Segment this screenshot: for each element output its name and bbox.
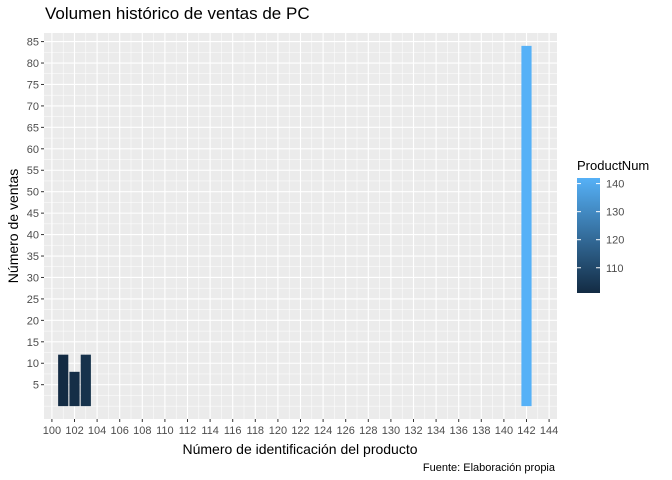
y-axis-title: Número de ventas [5,169,21,283]
y-tick-label: 45 [27,208,39,220]
x-axis: 100 102 104 106 108 110 112 114 116 118 120 122 124 1… [43,419,558,437]
x-tick-label: 130 [382,425,400,437]
bar-101 [58,354,69,407]
x-tick-label: 124 [314,425,332,437]
color-legend: ProductNum 110 120 130 140 [577,158,649,293]
x-axis-title: Número de identificación del producto [182,441,417,457]
bar-102 [69,371,80,407]
y-tick-label: 80 [27,58,39,70]
x-tick-label: 100 [43,425,61,437]
y-tick-label: 50 [27,187,39,199]
y-tick-label: 70 [27,101,39,113]
x-tick-label: 102 [65,425,83,437]
x-tick-label: 134 [427,425,445,437]
x-tick-label: 112 [179,425,197,437]
gridlines [44,33,557,419]
y-tick-label: 15 [27,337,39,349]
x-tick-label: 128 [359,425,377,437]
y-tick-label: 85 [27,37,39,49]
legend-tick-label: 120 [606,235,624,247]
y-tick-label: 5 [33,380,39,392]
legend-tick-label: 130 [606,207,624,219]
legend-ticks: 110 120 130 140 [577,179,624,275]
x-tick-label: 144 [540,425,558,437]
x-tick-label: 136 [450,425,468,437]
chart-title: Volumen histórico de ventas de PC [45,4,310,23]
y-tick-label: 35 [27,251,39,263]
x-tick-label: 122 [291,425,309,437]
y-tick-label: 75 [27,79,39,91]
x-tick-label: 140 [495,425,513,437]
legend-tick-label: 110 [606,263,624,275]
legend-tick-label: 140 [606,179,624,191]
x-tick-label: 106 [111,425,129,437]
bar-103 [80,354,91,407]
y-axis: 5 10 15 20 25 30 35 40 45 50 55 60 65 70 75 80 85 [27,37,44,392]
y-tick-label: 55 [27,165,39,177]
y-tick-label: 40 [27,230,39,242]
y-tick-label: 20 [27,315,39,327]
legend-colorbar [577,178,600,293]
legend-title: ProductNum [577,158,649,173]
y-tick-label: 10 [27,358,39,370]
bars [58,45,532,407]
x-tick-label: 126 [337,425,355,437]
caption: Fuente: Elaboración propia [423,462,556,474]
bar-142 [521,45,532,407]
x-tick-label: 138 [472,425,490,437]
x-tick-label: 132 [404,425,422,437]
x-tick-label: 108 [133,425,151,437]
x-tick-label: 120 [269,425,287,437]
x-tick-label: 114 [201,425,219,437]
y-tick-label: 30 [27,272,39,284]
y-tick-label: 25 [27,294,39,306]
x-tick-label: 118 [247,425,265,437]
x-tick-label: 142 [517,425,535,437]
x-tick-label: 116 [224,425,242,437]
x-tick-label: 110 [156,425,174,437]
x-tick-label: 104 [88,425,106,437]
y-tick-label: 65 [27,122,39,134]
y-tick-label: 60 [27,144,39,156]
